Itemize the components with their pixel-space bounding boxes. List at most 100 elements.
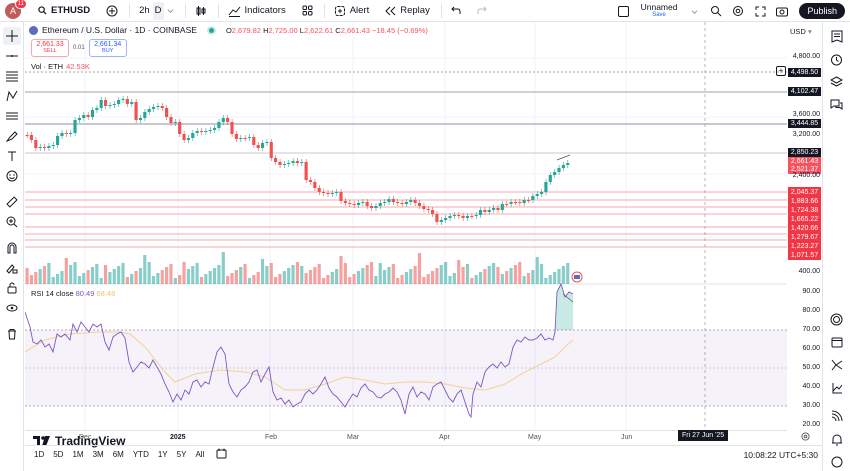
- price-tag-alert[interactable]: 4,498.50: [788, 68, 821, 77]
- price-tag-level[interactable]: 1,665.22: [790, 216, 819, 223]
- watchlist-button[interactable]: [828, 27, 846, 45]
- gear-icon: [733, 6, 744, 16]
- notifications-button[interactable]: [828, 430, 846, 448]
- ideas-button[interactable]: [828, 356, 846, 374]
- price-axis[interactable]: USD ▾ 4,800.00 4,498.50 4,102.47 3,600.0…: [787, 22, 822, 430]
- axis-settings-button[interactable]: [801, 432, 810, 444]
- range-6m[interactable]: 6M: [112, 450, 124, 459]
- price-tag-level[interactable]: 2,045.37: [790, 189, 819, 196]
- fullscreen-button[interactable]: [751, 2, 769, 20]
- range-3m[interactable]: 3M: [92, 450, 104, 459]
- rsi-label: 90.00: [802, 288, 820, 295]
- quick-search-button[interactable]: [707, 2, 725, 20]
- smiley-icon: [6, 170, 17, 182]
- price-tag-level[interactable]: 1,724.38: [790, 207, 819, 214]
- rsi-value: 80.49: [75, 289, 95, 298]
- help-button[interactable]: [828, 453, 846, 471]
- measure-tool[interactable]: [3, 193, 21, 211]
- price-tag-level[interactable]: 1,279.67: [790, 234, 819, 241]
- symbol-search-button[interactable]: ETHUSD: [35, 2, 93, 20]
- templates-button[interactable]: [299, 2, 316, 20]
- price-tag-line[interactable]: 4,102.47: [788, 87, 821, 96]
- symbol-title[interactable]: Ethereum / U.S. Dollar · 1D · COINBASE: [42, 25, 197, 35]
- divider: [440, 3, 442, 18]
- trendline-tool[interactable]: [3, 47, 21, 65]
- chats-button[interactable]: [828, 96, 846, 114]
- text-tool[interactable]: [3, 147, 21, 165]
- screenshot-button[interactable]: [773, 2, 791, 20]
- interval-2h[interactable]: 2h: [139, 5, 150, 16]
- undo-button[interactable]: [448, 2, 464, 20]
- interval-dropdown[interactable]: [164, 2, 177, 20]
- redo-button[interactable]: [474, 2, 490, 20]
- chat-icon: [830, 99, 843, 110]
- unlock-icon: [7, 282, 16, 294]
- chevron-down-icon: [167, 9, 173, 13]
- quick-search-icon: [711, 6, 722, 17]
- lock-all-tool[interactable]: [3, 279, 21, 297]
- price-tag-last[interactable]: 2,661.43: [788, 157, 821, 166]
- publish-button[interactable]: Publish: [799, 3, 845, 19]
- time-axis[interactable]: Dec 2025 Feb Mar Apr May Jun: [25, 430, 787, 444]
- alert-button[interactable]: Alert: [331, 2, 373, 20]
- layout-name-button[interactable]: Unnamed Save: [640, 2, 678, 18]
- range-5d[interactable]: 5D: [53, 450, 64, 459]
- range-1d[interactable]: 1D: [34, 450, 45, 459]
- sell-button[interactable]: 2,661.33 SELL: [31, 39, 69, 57]
- price-tag-line[interactable]: 2,850.23: [788, 148, 821, 157]
- ethereum-icon: [29, 25, 38, 35]
- timezone-clock[interactable]: 10:08:22 UTC+5:30: [743, 450, 818, 460]
- crosshair-tool[interactable]: [2, 27, 21, 45]
- magnet-tool[interactable]: [3, 239, 21, 257]
- user-avatar[interactable]: A 11: [5, 0, 27, 19]
- buy-button[interactable]: 2,661.34 BUY: [88, 39, 127, 57]
- goto-date-button[interactable]: [216, 448, 227, 461]
- price-tag-level[interactable]: 1,223.27: [790, 243, 819, 250]
- pine-button[interactable]: [828, 379, 846, 397]
- range-1m[interactable]: 1M: [72, 450, 84, 459]
- price-tag-line[interactable]: 3,444.85: [788, 119, 821, 128]
- currency-select[interactable]: USD ▾: [790, 27, 812, 36]
- chart-pane[interactable]: Ethereum / U.S. Dollar · 1D · COINBASE O…: [25, 22, 787, 448]
- interval-d[interactable]: D: [152, 1, 164, 20]
- divider: [323, 3, 325, 18]
- brush-tool[interactable]: [3, 127, 21, 145]
- tech-analysis-button[interactable]: [828, 310, 846, 328]
- chart-type-button[interactable]: [192, 2, 210, 20]
- lock-drawing-tool[interactable]: [3, 259, 21, 277]
- tradingview-logo[interactable]: TradingView: [33, 434, 125, 448]
- gear-icon: [801, 432, 810, 441]
- chart-canvas: [25, 22, 787, 430]
- settings-button[interactable]: [729, 2, 747, 20]
- add-alert-plus-icon[interactable]: +: [776, 66, 786, 76]
- price-tag-countdown[interactable]: 2,521.37: [788, 165, 821, 174]
- forecast-tool[interactable]: [3, 107, 21, 125]
- range-1y[interactable]: 1Y: [157, 450, 168, 459]
- calendar-button[interactable]: [828, 333, 846, 351]
- alerts-button[interactable]: [828, 50, 846, 68]
- delete-drawings-tool[interactable]: [3, 325, 21, 343]
- price-tag-level[interactable]: 1,071.57: [790, 252, 819, 259]
- rsi-label: 50.00: [802, 364, 820, 371]
- compare-button[interactable]: [103, 2, 121, 20]
- range-all[interactable]: All: [195, 450, 205, 459]
- zoom-tool[interactable]: [3, 213, 21, 231]
- pattern-tool[interactable]: [3, 87, 21, 105]
- price-tag-level[interactable]: 1,420.66: [790, 225, 819, 232]
- range-ytd[interactable]: YTD: [132, 450, 149, 459]
- replay-icon: [385, 6, 396, 15]
- replay-button[interactable]: Replay: [382, 2, 433, 20]
- hide-drawings-tool[interactable]: [3, 299, 21, 317]
- streams-button[interactable]: [828, 407, 846, 425]
- market-status-dot: [208, 27, 214, 33]
- parallel-lines-icon: [5, 71, 18, 82]
- layout-checkbox[interactable]: [615, 2, 633, 20]
- layout-dropdown[interactable]: [685, 2, 703, 20]
- divider: [184, 3, 186, 18]
- price-tag-level[interactable]: 1,883.66: [790, 198, 819, 205]
- fib-tool[interactable]: [3, 67, 21, 85]
- indicators-button[interactable]: Indicators: [225, 2, 289, 20]
- emoji-tool[interactable]: [3, 167, 21, 185]
- object-tree-button[interactable]: [828, 73, 846, 91]
- range-5y[interactable]: 5Y: [176, 450, 187, 459]
